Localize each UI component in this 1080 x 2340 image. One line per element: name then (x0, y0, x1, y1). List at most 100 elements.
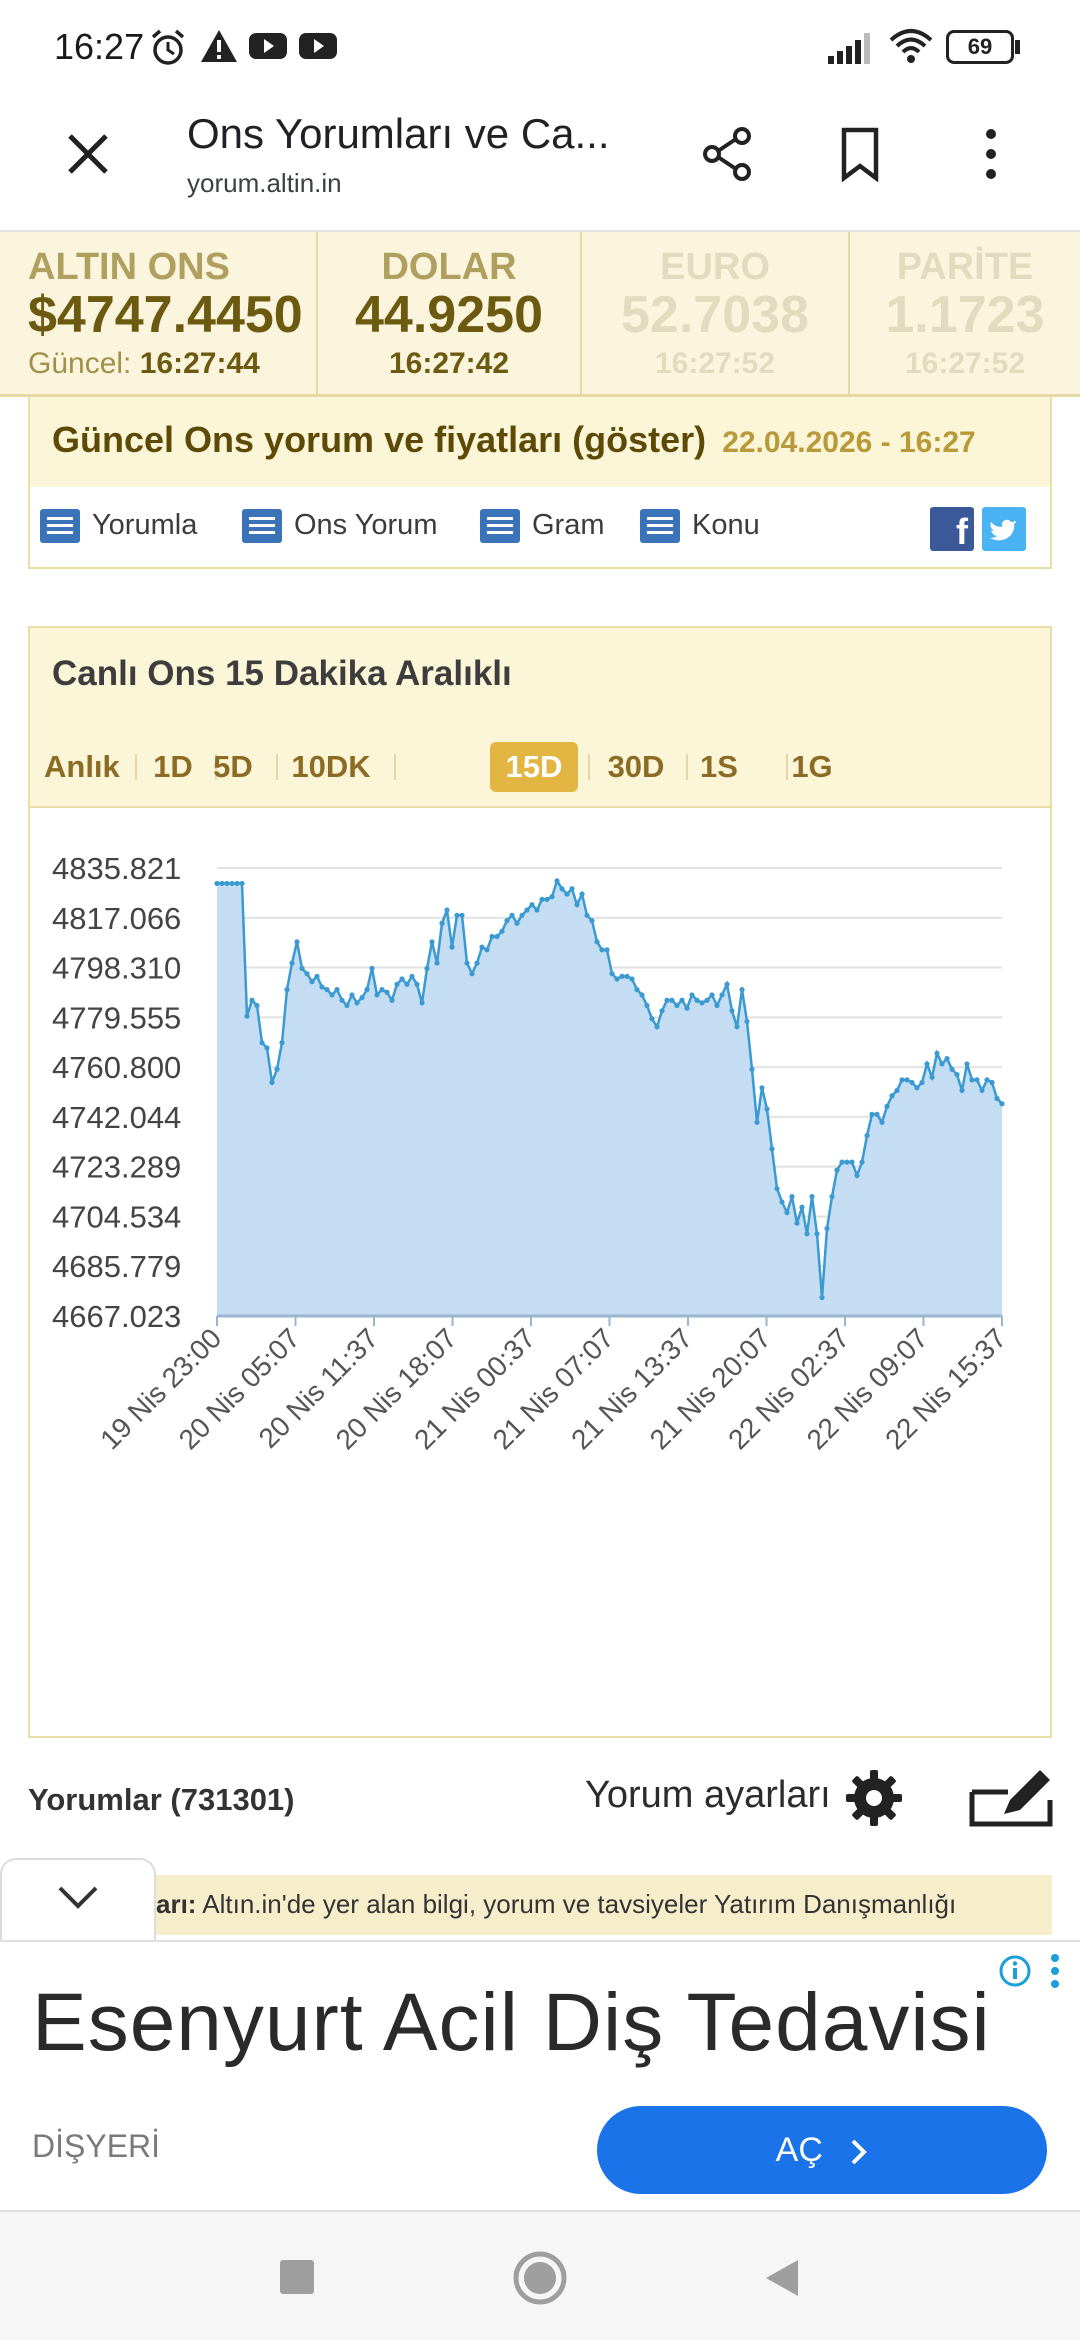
data-point (619, 973, 625, 979)
data-point (659, 1008, 665, 1014)
ad-banner[interactable]: Esenyurt Acil Diş Tedavisi DİŞYERİ AÇ (0, 1940, 1080, 2212)
data-point (379, 987, 385, 993)
data-point (684, 1005, 690, 1011)
ticker-gold-ounce[interactable]: ALTIN ONS $4747.4450 Güncel: 16:27:44 (0, 232, 318, 394)
data-point (754, 1119, 760, 1125)
ticker-divider (580, 232, 582, 394)
data-point (229, 880, 235, 887)
ticker-dollar[interactable]: DOLAR 44.9250 16:27:42 (318, 232, 580, 394)
data-point (359, 994, 365, 1001)
data-point (919, 1079, 925, 1086)
tab-anlik[interactable]: Anlık (44, 749, 120, 784)
tab-1s[interactable]: 1S (700, 749, 738, 784)
data-point (669, 997, 675, 1003)
ad-open-button[interactable]: AÇ (597, 2106, 1047, 2194)
link-ons-yorum[interactable]: Ons Yorum (242, 509, 437, 544)
home-button[interactable] (512, 2250, 568, 2306)
write-comment-icon[interactable] (968, 1762, 1054, 1828)
ticker-euro[interactable]: EURO 52.7038 16:27:52 (582, 232, 848, 394)
ticker-time: 16:27:44 (139, 347, 260, 380)
y-tick-label: 4685.779 (52, 1249, 181, 1284)
tab-divider (588, 754, 590, 780)
data-point (849, 1159, 855, 1165)
comment-settings-label: Yorum ayarları (585, 1774, 831, 1816)
tab-15d[interactable]: 15D (490, 742, 578, 792)
data-point (644, 1002, 650, 1009)
data-point (564, 891, 570, 897)
data-point (699, 1000, 705, 1006)
data-point (474, 960, 480, 966)
data-point (899, 1077, 905, 1083)
facebook-icon[interactable]: f (930, 507, 974, 552)
disclaimer-text: arı: Altın.in'de yer alan bilgi, yorum v… (156, 1889, 956, 1920)
data-point (759, 1085, 765, 1091)
data-point (814, 1231, 820, 1237)
data-point (664, 997, 670, 1003)
data-point (409, 973, 415, 979)
data-point (254, 1002, 260, 1009)
gear-icon[interactable] (844, 1768, 904, 1828)
ticker-value: 1.1723 (885, 286, 1045, 344)
comment-settings-button[interactable]: Yorum ayarları (585, 1774, 831, 1817)
ticker-parity[interactable]: PARİTE 1.1723 16:27:52 (850, 232, 1080, 394)
data-point (314, 973, 320, 979)
ad-info-icon[interactable] (998, 1954, 1032, 1988)
ad-options-icon[interactable] (1048, 1952, 1062, 1990)
data-point (479, 944, 485, 950)
close-icon[interactable] (64, 130, 112, 178)
tab-divider (215, 754, 217, 780)
recents-button[interactable] (280, 2260, 314, 2294)
data-point (519, 912, 525, 918)
data-point (569, 886, 575, 892)
y-tick-label: 4779.555 (52, 1000, 181, 1035)
browser-toolbar: Ons Yorumları ve Ca... yorum.altin.in (0, 96, 1080, 232)
data-point (429, 939, 435, 945)
data-point (299, 965, 305, 971)
tab-divider (786, 754, 788, 780)
link-label: Gram (532, 509, 605, 541)
tab-5d[interactable]: 5D (213, 749, 253, 784)
link-yorumla[interactable]: Yorumla (40, 509, 198, 544)
data-point (339, 997, 345, 1003)
chart-panel: Canlı Ons 15 Dakika Aralıklı Anlık 1D 5D… (28, 626, 1052, 1738)
bookmark-icon[interactable] (836, 126, 884, 182)
twitter-icon[interactable] (982, 507, 1026, 551)
data-point (304, 971, 310, 977)
collapse-ad-button[interactable] (0, 1858, 156, 1940)
ad-headline: Esenyurt Acil Diş Tedavisi (32, 1977, 991, 2068)
data-point (329, 992, 335, 998)
link-label: Yorumla (92, 509, 198, 541)
more-menu-icon[interactable] (978, 126, 1004, 182)
price-area (217, 880, 1002, 1316)
data-point (424, 965, 430, 971)
info-title-link[interactable]: Güncel Ons yorum ve fiyatları (göster) 2… (52, 419, 976, 461)
link-konu[interactable]: Konu (640, 509, 760, 544)
disclaimer-banner: arı: Altın.in'de yer alan bilgi, yorum v… (152, 1875, 1052, 1935)
data-point (974, 1077, 980, 1083)
tab-30d[interactable]: 30D (607, 749, 665, 784)
data-point (354, 1000, 360, 1006)
document-icon (640, 509, 680, 544)
link-gram[interactable]: Gram (480, 509, 605, 544)
data-point (829, 1194, 835, 1200)
data-point (399, 976, 405, 982)
data-point (554, 878, 560, 884)
data-point (889, 1093, 895, 1099)
data-point (544, 896, 550, 902)
tab-1g[interactable]: 1G (791, 749, 833, 784)
y-tick-label: 4667.023 (52, 1299, 181, 1334)
back-button[interactable] (762, 2256, 802, 2300)
data-point (309, 979, 315, 985)
data-point (749, 1066, 755, 1072)
data-point (239, 880, 245, 887)
share-icon[interactable] (700, 126, 756, 182)
battery-tip (1015, 40, 1020, 54)
data-point (514, 920, 520, 926)
ad-advertiser: DİŞYERİ (32, 2128, 161, 2164)
tab-10dk[interactable]: 10DK (291, 749, 371, 784)
tab-1d[interactable]: 1D (153, 749, 193, 784)
data-point (964, 1061, 970, 1067)
data-point (469, 971, 475, 977)
ticker-label: DOLAR (381, 246, 517, 288)
page-url: yorum.altin.in (187, 168, 342, 198)
